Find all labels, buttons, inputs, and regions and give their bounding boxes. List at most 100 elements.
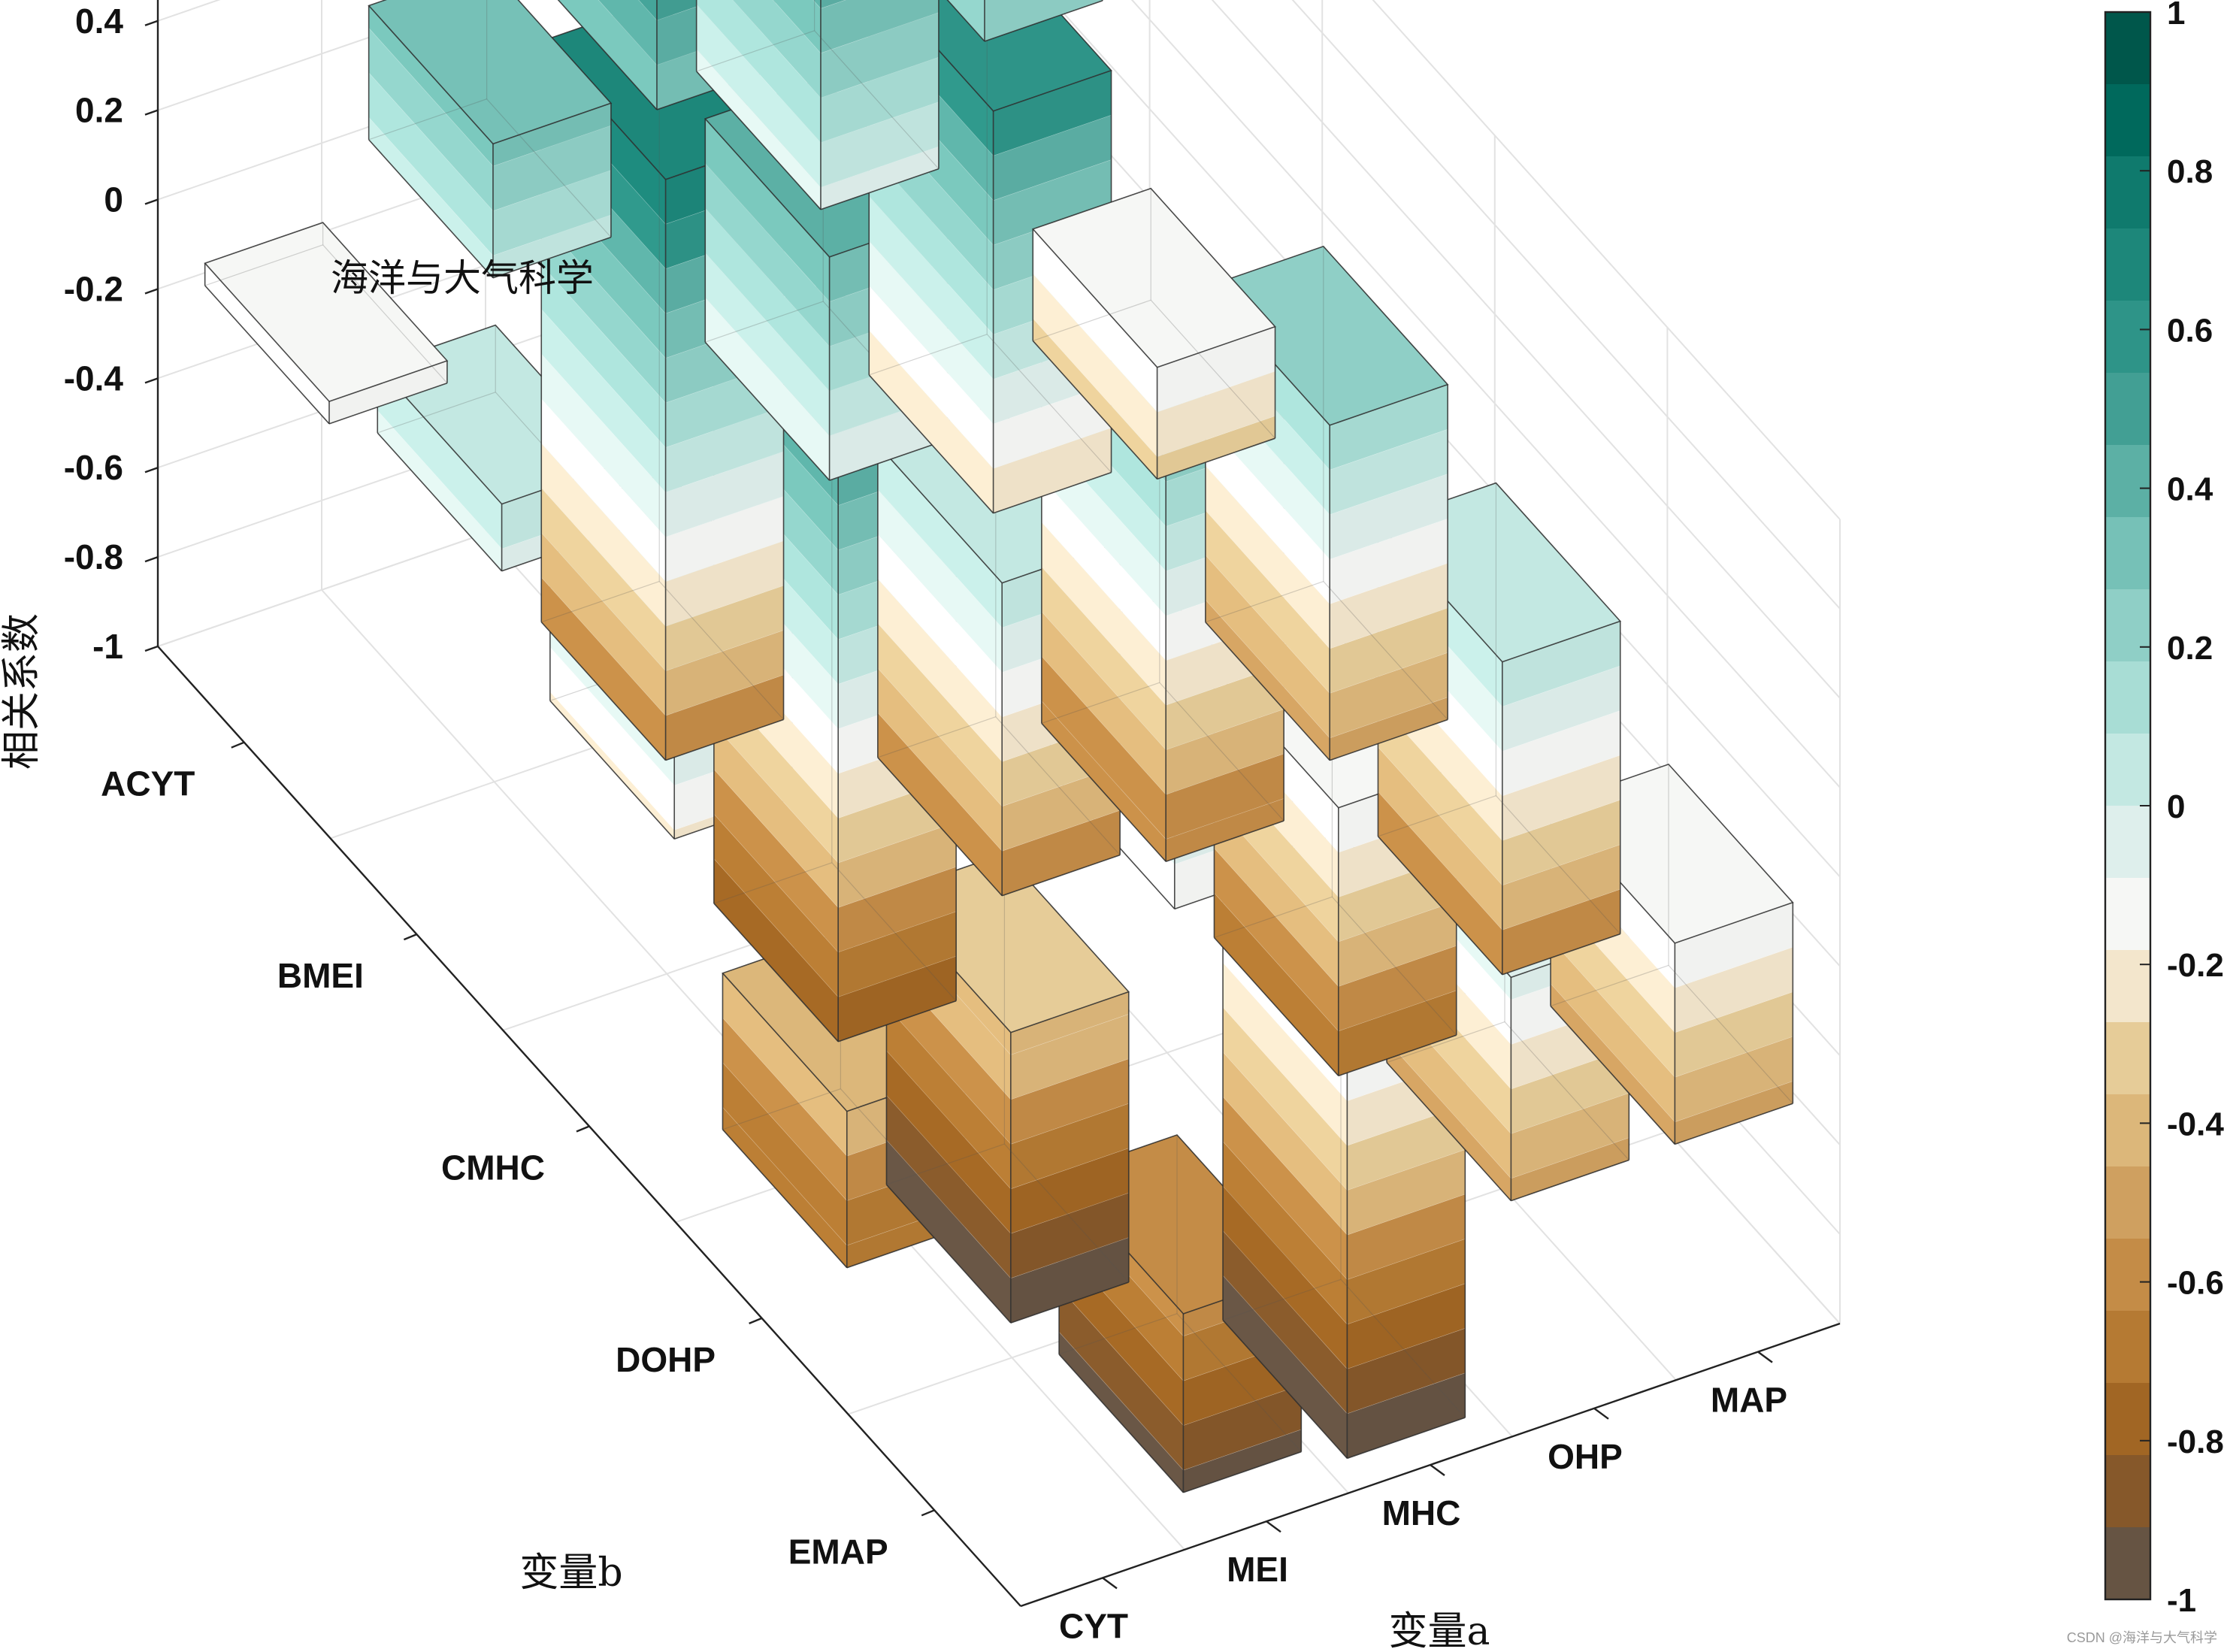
bar-hidden-edge [831,862,957,1002]
z-tick-label: 0 [104,180,123,219]
y-tick-label: DOHP [616,1340,716,1379]
bar-edge [1183,1451,1302,1493]
colorbar-segment [2105,806,2150,879]
bar-edge [1010,1281,1129,1324]
bar-edge [1058,1354,1184,1493]
bar-edge [1041,722,1166,862]
chart-title: 海洋与大气科学 [331,256,594,300]
z-tick [144,377,159,384]
bar-hidden-edge [713,862,833,904]
bar-edge [368,139,494,279]
bar-hidden-edge [814,30,940,170]
y-tick [576,1125,590,1133]
colorbar-segment [2105,734,2150,806]
bar-hidden-edge [986,334,1112,474]
bar-hidden-edge [658,581,784,720]
bar-edge [1001,854,1121,897]
bar-hidden-edge [1668,964,1793,1104]
z-tick [144,20,159,26]
labels-layer: 海洋与大气科学 相关系数 变量b 变量a [0,256,1490,1652]
z-tick [144,645,159,652]
x-tick-label: MHC [1382,1493,1461,1532]
x-axis-label: 变量a [1388,1609,1490,1652]
bar-top [1031,187,1276,368]
z-tick-label: -0.4 [64,359,124,398]
bar-hidden-edge [705,301,824,343]
z-tick [144,288,159,295]
bar-hidden-edge [886,1143,1005,1185]
bars-layer [204,0,1794,1493]
bar-band [812,0,822,10]
z-tick-label: -0.8 [64,537,123,576]
bar-edge [1165,820,1284,863]
bar-MAP-CMHC [1204,245,1449,761]
colorbar-segment [2105,1094,2150,1167]
x-tick [1266,1520,1281,1533]
bar-hidden-edge [1386,1021,1505,1064]
colorbar: 1 0.8 0.6 0.4 0.2 0 -0.2 -0.4 -0.6 -0.8 -1 [2104,0,2224,1619]
bar-top [204,222,449,403]
bar-edge [1213,936,1339,1076]
bar-edge [837,1000,957,1042]
z-tick-label: -0.6 [64,448,123,487]
y-tick-label: CMHC [441,1148,545,1188]
bar-edge [696,71,822,210]
bar-edge [1550,1005,1675,1145]
y-tick-label: BMEI [277,956,364,995]
colorbar-tick-label: 0.4 [2167,471,2213,508]
bar-edge [984,0,1103,42]
bar-edge [820,168,940,210]
colorbar-segment [2105,1527,2150,1600]
gridline [1130,0,1841,788]
bar-edge [377,432,503,572]
x-tick-label: OHP [1548,1437,1623,1476]
bar-edge [549,700,675,840]
colorbar-segment [2105,12,2150,85]
x-tick [1430,1464,1445,1476]
colorbar-segment [2105,84,2150,157]
bar-hidden-edge [1058,1313,1178,1355]
bar-OHP-ACYT [695,0,940,210]
colorbar-tick-label: -0.4 [2167,1106,2224,1142]
axis-layer: CYTMEIMHCOHPMAPACYTBMEICMHCDOHPEMAP0.80.… [64,0,1841,1645]
colorbar-segment [2105,950,2150,1023]
bar-edge [1502,933,1620,976]
gridline [157,0,480,111]
y-tick [231,741,245,749]
x-tick-label: MEI [1227,1550,1288,1589]
bar-edge [722,1129,848,1269]
colorbar-segment [2105,661,2150,734]
bar-hidden-edge [541,580,660,623]
bar-hidden-edge [722,1088,841,1130]
bar-hidden-edge [1214,896,1333,939]
bar-edge [492,236,612,279]
bar-hidden-edge [877,716,997,758]
colorbar-segment [2105,445,2150,518]
z-tick-label: 0.4 [75,2,123,41]
bar-hidden-edge [377,392,496,434]
x-tick [1593,1407,1609,1420]
bar-edge [1511,1159,1629,1202]
bar-MEI-DOHP [885,852,1130,1324]
z-tick-label: -0.2 [64,269,123,308]
colorbar-segment [2105,1311,2150,1384]
bar-edge [713,903,839,1042]
bar-edge [1222,1319,1348,1459]
bar-edge [557,0,658,110]
colorbar-segment [2105,517,2150,590]
y-axis-label: 变量b [519,1551,622,1596]
bar-CYT-ACYT [204,222,449,425]
colorbar-segment [2105,589,2150,662]
z-tick-label: -1 [92,627,123,666]
bar-edge [704,341,831,481]
colorbar-tick-label: 0.6 [2167,312,2213,349]
colorbar-tick-label: -0.6 [2167,1265,2224,1302]
z-axis-label: 相关系数 [0,613,44,770]
colorbar-segment [2105,1166,2150,1239]
colorbar-segment [2105,878,2150,951]
bar-edge [665,719,784,761]
colorbar-segment [2105,301,2150,374]
colorbar-tick-label: 0 [2167,788,2185,825]
bar-edge [1347,1417,1466,1460]
